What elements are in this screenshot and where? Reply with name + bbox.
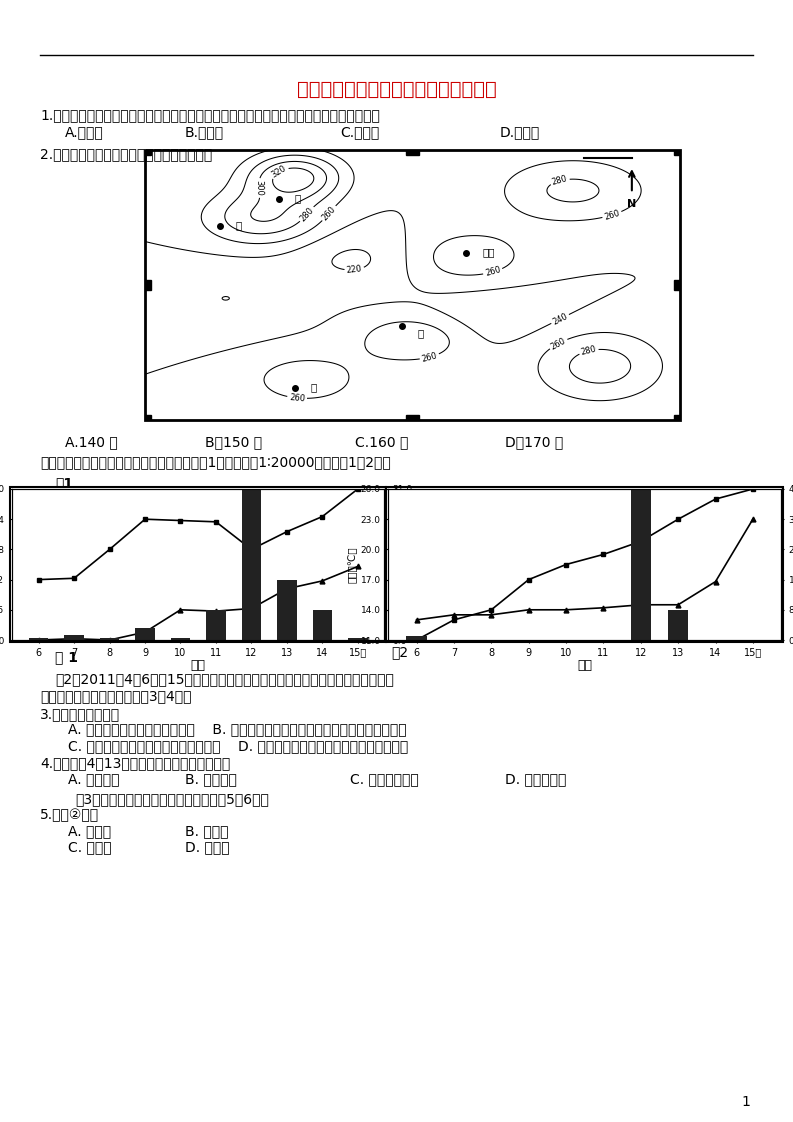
Text: A.甲和丙: A.甲和丙	[65, 125, 104, 139]
Text: 教堂: 教堂	[482, 248, 495, 258]
Text: 260: 260	[320, 204, 338, 222]
Text: B.乙和甲: B.乙和甲	[185, 125, 224, 139]
Text: A. 阴有小雨: A. 阴有小雨	[68, 772, 120, 787]
Text: 280: 280	[298, 205, 316, 223]
Text: 280: 280	[551, 174, 569, 187]
Bar	[312, 609, 332, 640]
Bar	[206, 609, 226, 640]
Bar	[348, 637, 367, 640]
Text: D. 小雨转中雨: D. 小雨转中雨	[505, 772, 566, 787]
Bar	[100, 637, 119, 640]
Text: D．170 米: D．170 米	[505, 435, 563, 449]
Text: C. 西南风: C. 西南风	[68, 840, 112, 854]
Text: 丙: 丙	[311, 383, 317, 393]
Text: C.丙和甲: C.丙和甲	[340, 125, 379, 139]
Bar	[630, 489, 651, 640]
Bar	[10, 487, 783, 642]
Text: 260: 260	[550, 335, 568, 351]
Text: 图1: 图1	[55, 476, 73, 490]
Text: 280: 280	[580, 344, 597, 357]
Text: 气温和降水量分布。读图回答3～4题。: 气温和降水量分布。读图回答3～4题。	[40, 689, 191, 703]
Text: 3.下列叙述正确的是: 3.下列叙述正确的是	[40, 707, 120, 721]
Bar	[170, 637, 190, 640]
Text: 丁: 丁	[418, 329, 424, 339]
Text: 读北半球某温带地区的等高线分布状况图（图1）（比例尺1∶20000），回答1～2题。: 读北半球某温带地区的等高线分布状况图（图1）（比例尺1∶20000），回答1～2…	[40, 456, 391, 469]
Text: D. 东北风: D. 东北风	[185, 840, 230, 854]
Text: 1: 1	[741, 1095, 750, 1109]
Bar	[139, 145, 151, 156]
Text: 320: 320	[270, 164, 289, 180]
Text: D.丁和丙: D.丁和丙	[500, 125, 540, 139]
Text: A. 甲地位于沿海，乙地位于内陆    B. 该时间段内，甲地日最低气温变化幅度大于乙地: A. 甲地位于沿海，乙地位于内陆 B. 该时间段内，甲地日最低气温变化幅度大于乙…	[68, 721, 407, 736]
Text: 260: 260	[420, 351, 439, 364]
Text: 陕西省西安市高二地理下学期期中试题: 陕西省西安市高二地理下学期期中试题	[297, 80, 496, 99]
Bar	[406, 636, 427, 640]
Text: 260: 260	[484, 266, 502, 278]
Text: A. 西北风: A. 西北风	[68, 824, 111, 838]
Text: 260: 260	[289, 393, 305, 403]
Bar	[139, 279, 151, 291]
Bar	[673, 145, 687, 156]
Text: C. 午后有雷阵雨: C. 午后有雷阵雨	[350, 772, 419, 787]
Text: 240: 240	[551, 312, 569, 327]
Text: 5.图中②地吹: 5.图中②地吹	[40, 808, 99, 822]
Bar	[29, 637, 48, 640]
Text: B. 东南风: B. 东南风	[185, 824, 228, 838]
Text: B．150 米: B．150 米	[205, 435, 262, 449]
Bar	[136, 628, 155, 640]
Y-axis label: 气温（℃）: 气温（℃）	[348, 546, 358, 582]
Bar	[673, 415, 687, 425]
Text: 220: 220	[346, 265, 362, 275]
X-axis label: 乙地: 乙地	[577, 659, 592, 672]
Bar	[668, 609, 688, 640]
Bar	[242, 489, 261, 640]
Text: 甲: 甲	[295, 194, 301, 203]
Text: 4.关于乙地4月13日天气的预报，最有可能的是: 4.关于乙地4月13日天气的预报，最有可能的是	[40, 756, 230, 770]
Text: A.140 米: A.140 米	[65, 435, 117, 449]
Text: 图3为某地区海平面等压线分布图。回答5～6题。: 图3为某地区海平面等压线分布图。回答5～6题。	[75, 792, 269, 806]
Y-axis label: 降水量（mm）: 降水量（mm）	[415, 539, 425, 590]
Text: 2.图中凉亭与海拔最高点的高差最大值可接近: 2.图中凉亭与海拔最高点的高差最大值可接近	[40, 147, 213, 160]
Text: 1.图中甲、乙、丙、丁四地中可能有两条河汇流现象的地点和位于教堂西南方的地点分别是: 1.图中甲、乙、丙、丁四地中可能有两条河汇流现象的地点和位于教堂西南方的地点分别…	[40, 108, 380, 122]
Text: 图 1: 图 1	[55, 650, 78, 664]
Text: B. 多云转晴: B. 多云转晴	[185, 772, 237, 787]
Text: 图2为2011年4月6日～15日东部某省同纬度沿海某地和内陆某地日最高气温、最低: 图2为2011年4月6日～15日东部某省同纬度沿海某地和内陆某地日最高气温、最低	[55, 672, 394, 686]
Bar	[145, 150, 680, 420]
Text: C. 该时间段内，甲地降水总量大于乙地    D. 该时间段内，甲地气温日较差都大于乙地: C. 该时间段内，甲地降水总量大于乙地 D. 该时间段内，甲地气温日较差都大于乙…	[68, 739, 408, 753]
Bar	[139, 415, 151, 425]
Text: C.160 米: C.160 米	[355, 435, 408, 449]
Bar	[406, 145, 419, 156]
Text: 图2: 图2	[392, 645, 408, 659]
Bar	[277, 580, 297, 640]
Bar	[673, 279, 687, 291]
Text: 260: 260	[603, 209, 621, 222]
X-axis label: 甲地: 甲地	[191, 659, 205, 672]
Text: 300: 300	[255, 180, 264, 196]
Bar	[64, 635, 84, 640]
Text: 乙: 乙	[236, 221, 242, 231]
Text: N: N	[627, 199, 637, 209]
Bar	[406, 415, 419, 425]
